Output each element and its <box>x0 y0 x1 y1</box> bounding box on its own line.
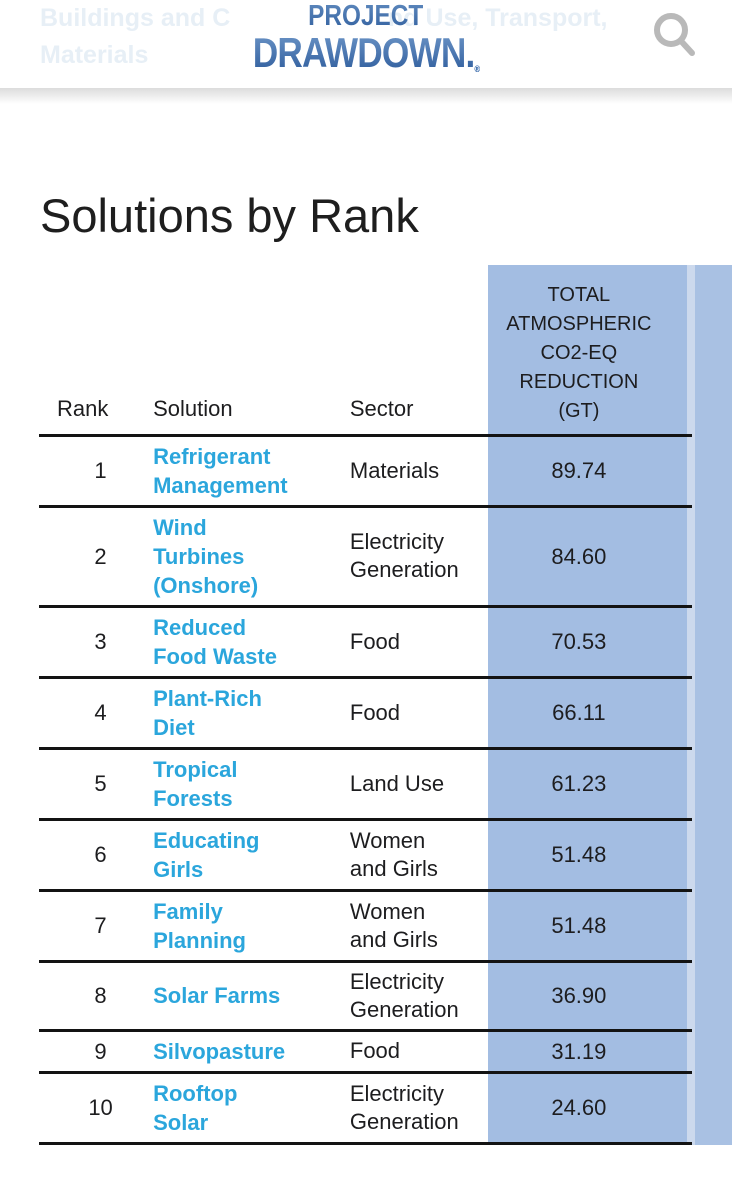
menu-overlay-text: nd Use, Transport, <box>388 4 608 32</box>
sector-cell: Land Use <box>349 770 445 796</box>
solution-cell: Family Planning <box>128 890 348 961</box>
table-row: 6 Educating Girls Women and Girls 51.48 <box>39 819 692 890</box>
solution-cell: Plant-Rich Diet <box>128 677 348 748</box>
solution-cell: Rooftop Solar <box>128 1072 348 1143</box>
table-row: 2 Wind Turbines (Onshore) Electricity Ge… <box>39 506 692 606</box>
logo-project-text: PROJECT <box>308 0 424 32</box>
sector-cell: Food <box>349 699 401 725</box>
table-row: 8 Solar Farms Electricity Generation 36.… <box>39 961 692 1030</box>
co2-reduction-cell: 84.60 <box>551 543 607 569</box>
rank-cell: 10 <box>88 1095 113 1120</box>
column-header-rank: Rank <box>57 395 109 421</box>
column-header-co2-reduction: TOTAL ATMOSPHERIC CO2-EQ REDUCTION (GT) <box>490 265 692 435</box>
solution-cell: Silvopasture <box>128 1030 348 1072</box>
menu-overlay-text: Buildings and C <box>40 4 231 32</box>
co2-reduction-cell: 51.48 <box>551 913 607 938</box>
registered-mark: ® <box>474 64 480 74</box>
sector-cell: Electricity Generation <box>349 968 459 1022</box>
co2-reduction-cell: 31.19 <box>551 1038 607 1064</box>
table-row: 5 Tropical Forests Land Use 61.23 <box>39 748 692 819</box>
sector-cell: Food <box>349 628 401 654</box>
sector-cell: Electricity Generation <box>349 529 459 582</box>
table-row: 1 Refrigerant Management Materials 89.74 <box>39 435 692 506</box>
column-header-sector: Sector <box>349 395 414 421</box>
sector-cell: Materials <box>349 457 440 483</box>
rank-cell: 5 <box>94 771 107 796</box>
rank-cell: 8 <box>94 983 107 1008</box>
co2-reduction-cell: 36.90 <box>551 983 607 1008</box>
solution-link[interactable]: Rooftop Solar <box>153 1080 238 1135</box>
solution-link[interactable]: Plant-Rich Diet <box>153 685 262 740</box>
column-header-solution: Solution <box>153 395 233 421</box>
co2-reduction-cell: 66.11 <box>552 700 606 725</box>
header-shadow <box>0 88 732 104</box>
solution-cell: Reduced Food Waste <box>128 606 348 677</box>
logo-drawdown-text: DRAWDOWN.® <box>252 29 480 76</box>
solutions-table-body: 1 Refrigerant Management Materials 89.74… <box>39 435 692 1143</box>
solution-link[interactable]: Reduced Food Waste <box>153 614 277 669</box>
menu-overlay-text: Materials <box>40 41 149 69</box>
search-icon <box>654 13 695 56</box>
table-row: 4 Plant-Rich Diet Food 66.11 <box>39 677 692 748</box>
co2-reduction-cell: 61.23 <box>551 771 607 796</box>
solution-cell: Solar Farms <box>128 961 348 1030</box>
co2-reduction-cell: 70.53 <box>551 629 607 654</box>
search-button[interactable] <box>650 10 700 60</box>
co2-reduction-cell: 24.60 <box>551 1095 607 1120</box>
solution-link[interactable]: Educating Girls <box>153 827 260 882</box>
solution-link[interactable]: Tropical Forests <box>153 756 238 811</box>
sector-cell: Women and Girls <box>349 898 438 952</box>
solution-link[interactable]: Refrigerant Management <box>153 443 288 498</box>
solution-link[interactable]: Silvopasture <box>153 1038 286 1064</box>
sector-cell: Electricity Generation <box>349 1080 459 1134</box>
rank-cell: 6 <box>94 842 107 867</box>
co2-reduction-cell: 51.48 <box>551 842 607 867</box>
rank-cell: 2 <box>94 543 107 569</box>
solution-cell: Wind Turbines (Onshore) <box>128 506 348 606</box>
header-bar <box>0 0 732 88</box>
column-header-co2-reduction-label: TOTAL ATMOSPHERIC CO2-EQ REDUCTION (GT) <box>506 283 652 422</box>
sector-cell: Women and Girls <box>349 827 438 881</box>
table-row: 9 Silvopasture Food 31.19 <box>39 1030 692 1072</box>
rank-cell: 7 <box>94 913 107 938</box>
rank-cell: 9 <box>94 1038 107 1064</box>
rank-cell: 1 <box>94 458 107 483</box>
solution-cell: Tropical Forests <box>128 748 348 819</box>
solution-link[interactable]: Solar Farms <box>153 983 281 1008</box>
rank-cell: 3 <box>94 629 107 654</box>
sector-cell: Food <box>349 1038 401 1063</box>
table-header-row: Rank Solution Sector TOTAL ATMOSPHERIC C… <box>39 265 692 435</box>
table-row: 3 Reduced Food Waste Food 70.53 <box>39 606 692 677</box>
solutions-table: Rank Solution Sector TOTAL ATMOSPHERIC C… <box>39 265 692 1145</box>
table-row: 7 Family Planning Women and Girls 51.48 <box>39 890 692 961</box>
page-title: Solutions by Rank <box>40 189 419 242</box>
rank-cell: 4 <box>94 700 107 725</box>
solution-link[interactable]: Wind Turbines (Onshore) <box>153 514 259 598</box>
table-row: 10 Rooftop Solar Electricity Generation … <box>39 1072 692 1143</box>
co2-reduction-cell: 89.74 <box>551 458 607 483</box>
solution-cell: Educating Girls <box>128 819 348 890</box>
solution-link[interactable]: Family Planning <box>153 898 246 953</box>
logo[interactable]: PROJECT DRAWDOWN.® <box>231 2 501 74</box>
highlight-column-band <box>488 265 732 1145</box>
solution-cell: Refrigerant Management <box>128 435 348 506</box>
menu-button[interactable] <box>34 22 82 58</box>
